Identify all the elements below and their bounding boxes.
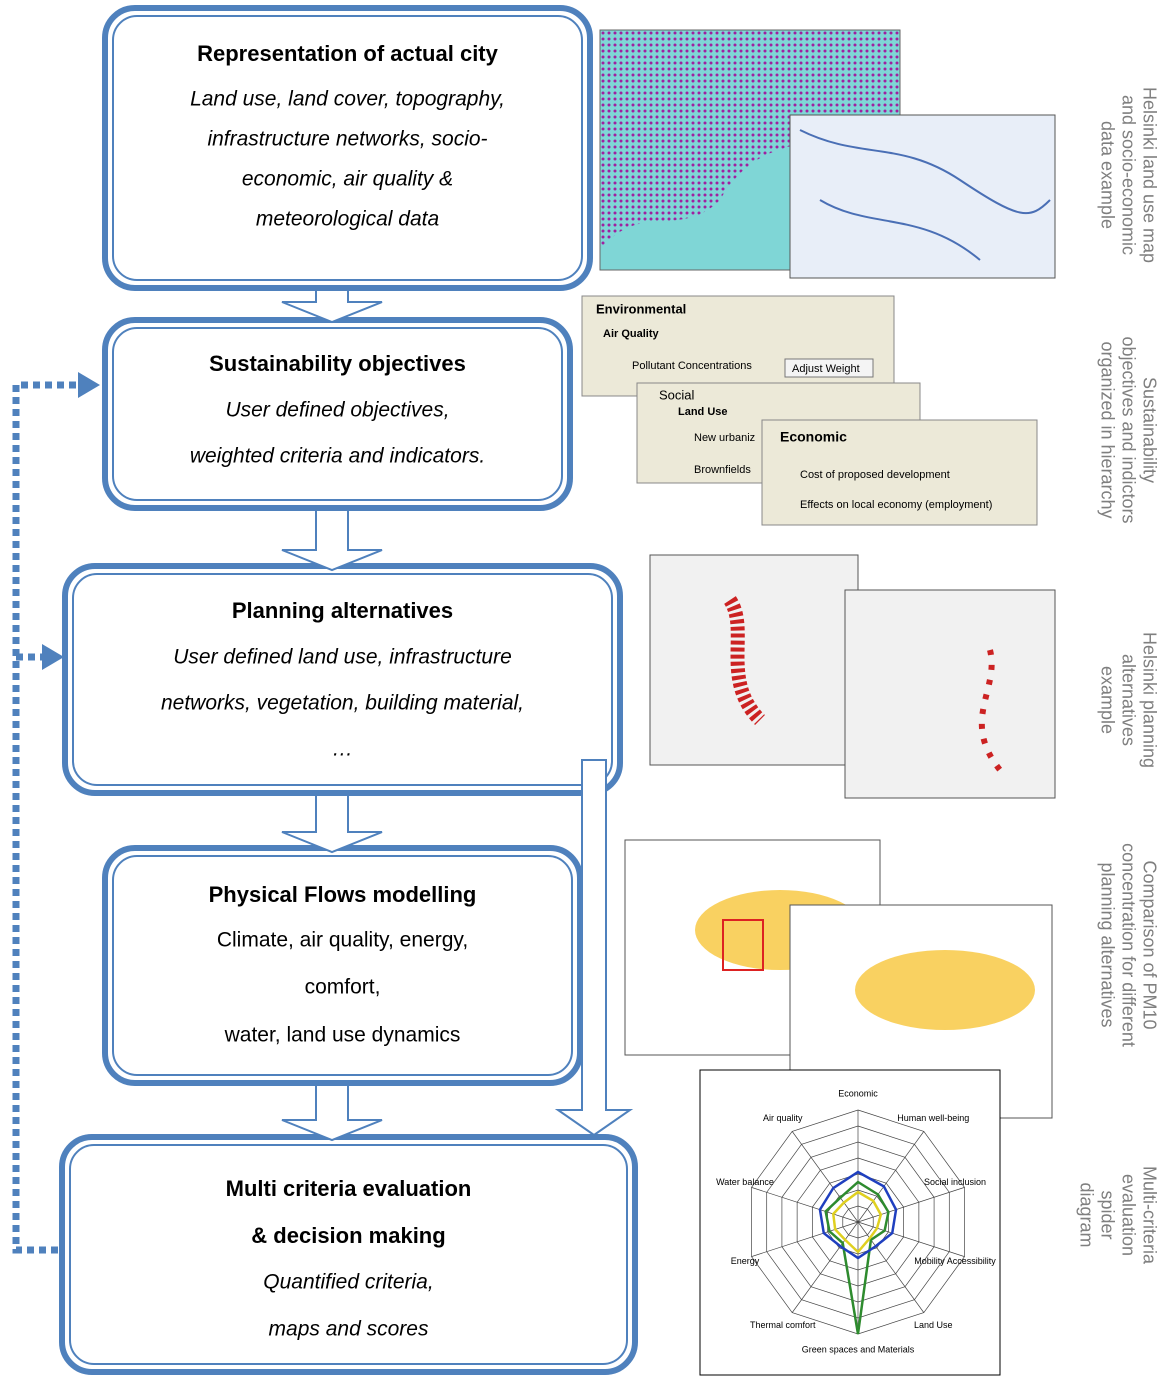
- panel-text: Pollutant Concentrations: [632, 360, 752, 372]
- box-title: Multi criteria evaluation: [226, 1176, 472, 1201]
- caption: and socio-economic: [1118, 95, 1138, 255]
- page: Representation of actual city Land use, l…: [0, 0, 1168, 1376]
- box-text: comfort,: [305, 976, 381, 999]
- caption: evaluation: [1118, 1174, 1138, 1256]
- box-title: Planning alternatives: [232, 598, 453, 623]
- spider-label: Thermal comfort: [750, 1320, 816, 1330]
- caption: objectives and indictors: [1118, 336, 1138, 523]
- panel-text: Social: [659, 387, 695, 402]
- panel-text: Economic: [780, 429, 847, 445]
- arrow-head: [42, 644, 64, 670]
- socio-economic-map: [790, 115, 1055, 278]
- box-title: Representation of actual city: [197, 41, 499, 66]
- box-text: Climate, air quality, energy,: [217, 929, 468, 952]
- arrow: [282, 795, 382, 852]
- panel-text: Cost of proposed development: [800, 469, 950, 481]
- panel-text: Air Quality: [603, 328, 660, 340]
- spider-label: Land Use: [914, 1320, 953, 1330]
- caption: organized in hierarchy: [1097, 341, 1117, 518]
- caption: concentration for different: [1118, 843, 1138, 1047]
- arrow: [282, 1085, 382, 1140]
- panel-text: Effects on local economy (employment): [800, 499, 992, 511]
- box-text: User defined objectives,: [225, 399, 449, 422]
- box-text: …: [332, 738, 353, 761]
- planning-map: [650, 555, 858, 765]
- panel-text: Land Use: [678, 406, 728, 418]
- spider-label: Water balance: [716, 1177, 774, 1187]
- caption: alternatives: [1118, 654, 1138, 746]
- caption: diagram: [1076, 1182, 1096, 1247]
- caption: spider: [1097, 1190, 1117, 1239]
- panel-text: Adjust Weight: [792, 363, 860, 375]
- caption: data example: [1097, 121, 1117, 229]
- spider-label: Energy: [731, 1256, 760, 1266]
- box-text: networks, vegetation, building material,: [161, 692, 524, 715]
- box-text: meteorological data: [256, 208, 439, 231]
- arrow-head: [78, 372, 100, 398]
- spider-label: Economic: [838, 1088, 878, 1098]
- boxes: Representation of actual city Land use, l…: [62, 8, 635, 1372]
- box-text: User defined land use, infrastructure: [173, 646, 512, 669]
- box-text: Land use, land cover, topography,: [190, 88, 505, 111]
- caption: planning alternatives: [1097, 862, 1117, 1027]
- caption: Multi-criteria: [1139, 1166, 1159, 1265]
- box-text: water, land use dynamics: [224, 1024, 461, 1047]
- box-text: weighted criteria and indicators.: [190, 445, 485, 468]
- box-text: maps and scores: [269, 1318, 429, 1341]
- panel-text: Environmental: [596, 301, 686, 316]
- box-title: & decision making: [251, 1223, 445, 1248]
- spider-label: Social inclusion: [924, 1177, 986, 1187]
- spider-label: Green spaces and Materials: [802, 1344, 915, 1354]
- arrow: [282, 510, 382, 570]
- box-title: Sustainability objectives: [209, 351, 466, 376]
- caption: Helsinki planning: [1139, 632, 1159, 768]
- caption: Comparison of PM10: [1139, 860, 1159, 1029]
- spider-label: Mobility Accessibility: [914, 1256, 996, 1266]
- caption: Helsinki land use map: [1139, 87, 1159, 263]
- box-text: Quantified criteria,: [263, 1271, 433, 1294]
- objectives-panel: Environmental Air Quality Pollutant Conc…: [582, 296, 1037, 525]
- spider-label: Human well-being: [897, 1113, 969, 1123]
- dotted-line: [16, 385, 80, 1250]
- panel-text: Brownfields: [694, 464, 751, 476]
- caption: Sustainability: [1139, 377, 1159, 483]
- spider-label: Air quality: [763, 1113, 803, 1123]
- panel-text: New urbaniz: [694, 432, 755, 444]
- feedback-line: [16, 385, 80, 1250]
- planning-map: [845, 590, 1055, 798]
- box-title: Physical Flows modelling: [209, 882, 477, 907]
- box-text: infrastructure networks, socio-: [207, 128, 487, 151]
- diagram: Representation of actual city Land use, l…: [0, 0, 1168, 1376]
- caption: example: [1097, 666, 1117, 734]
- box-text: economic, air quality &: [242, 168, 453, 191]
